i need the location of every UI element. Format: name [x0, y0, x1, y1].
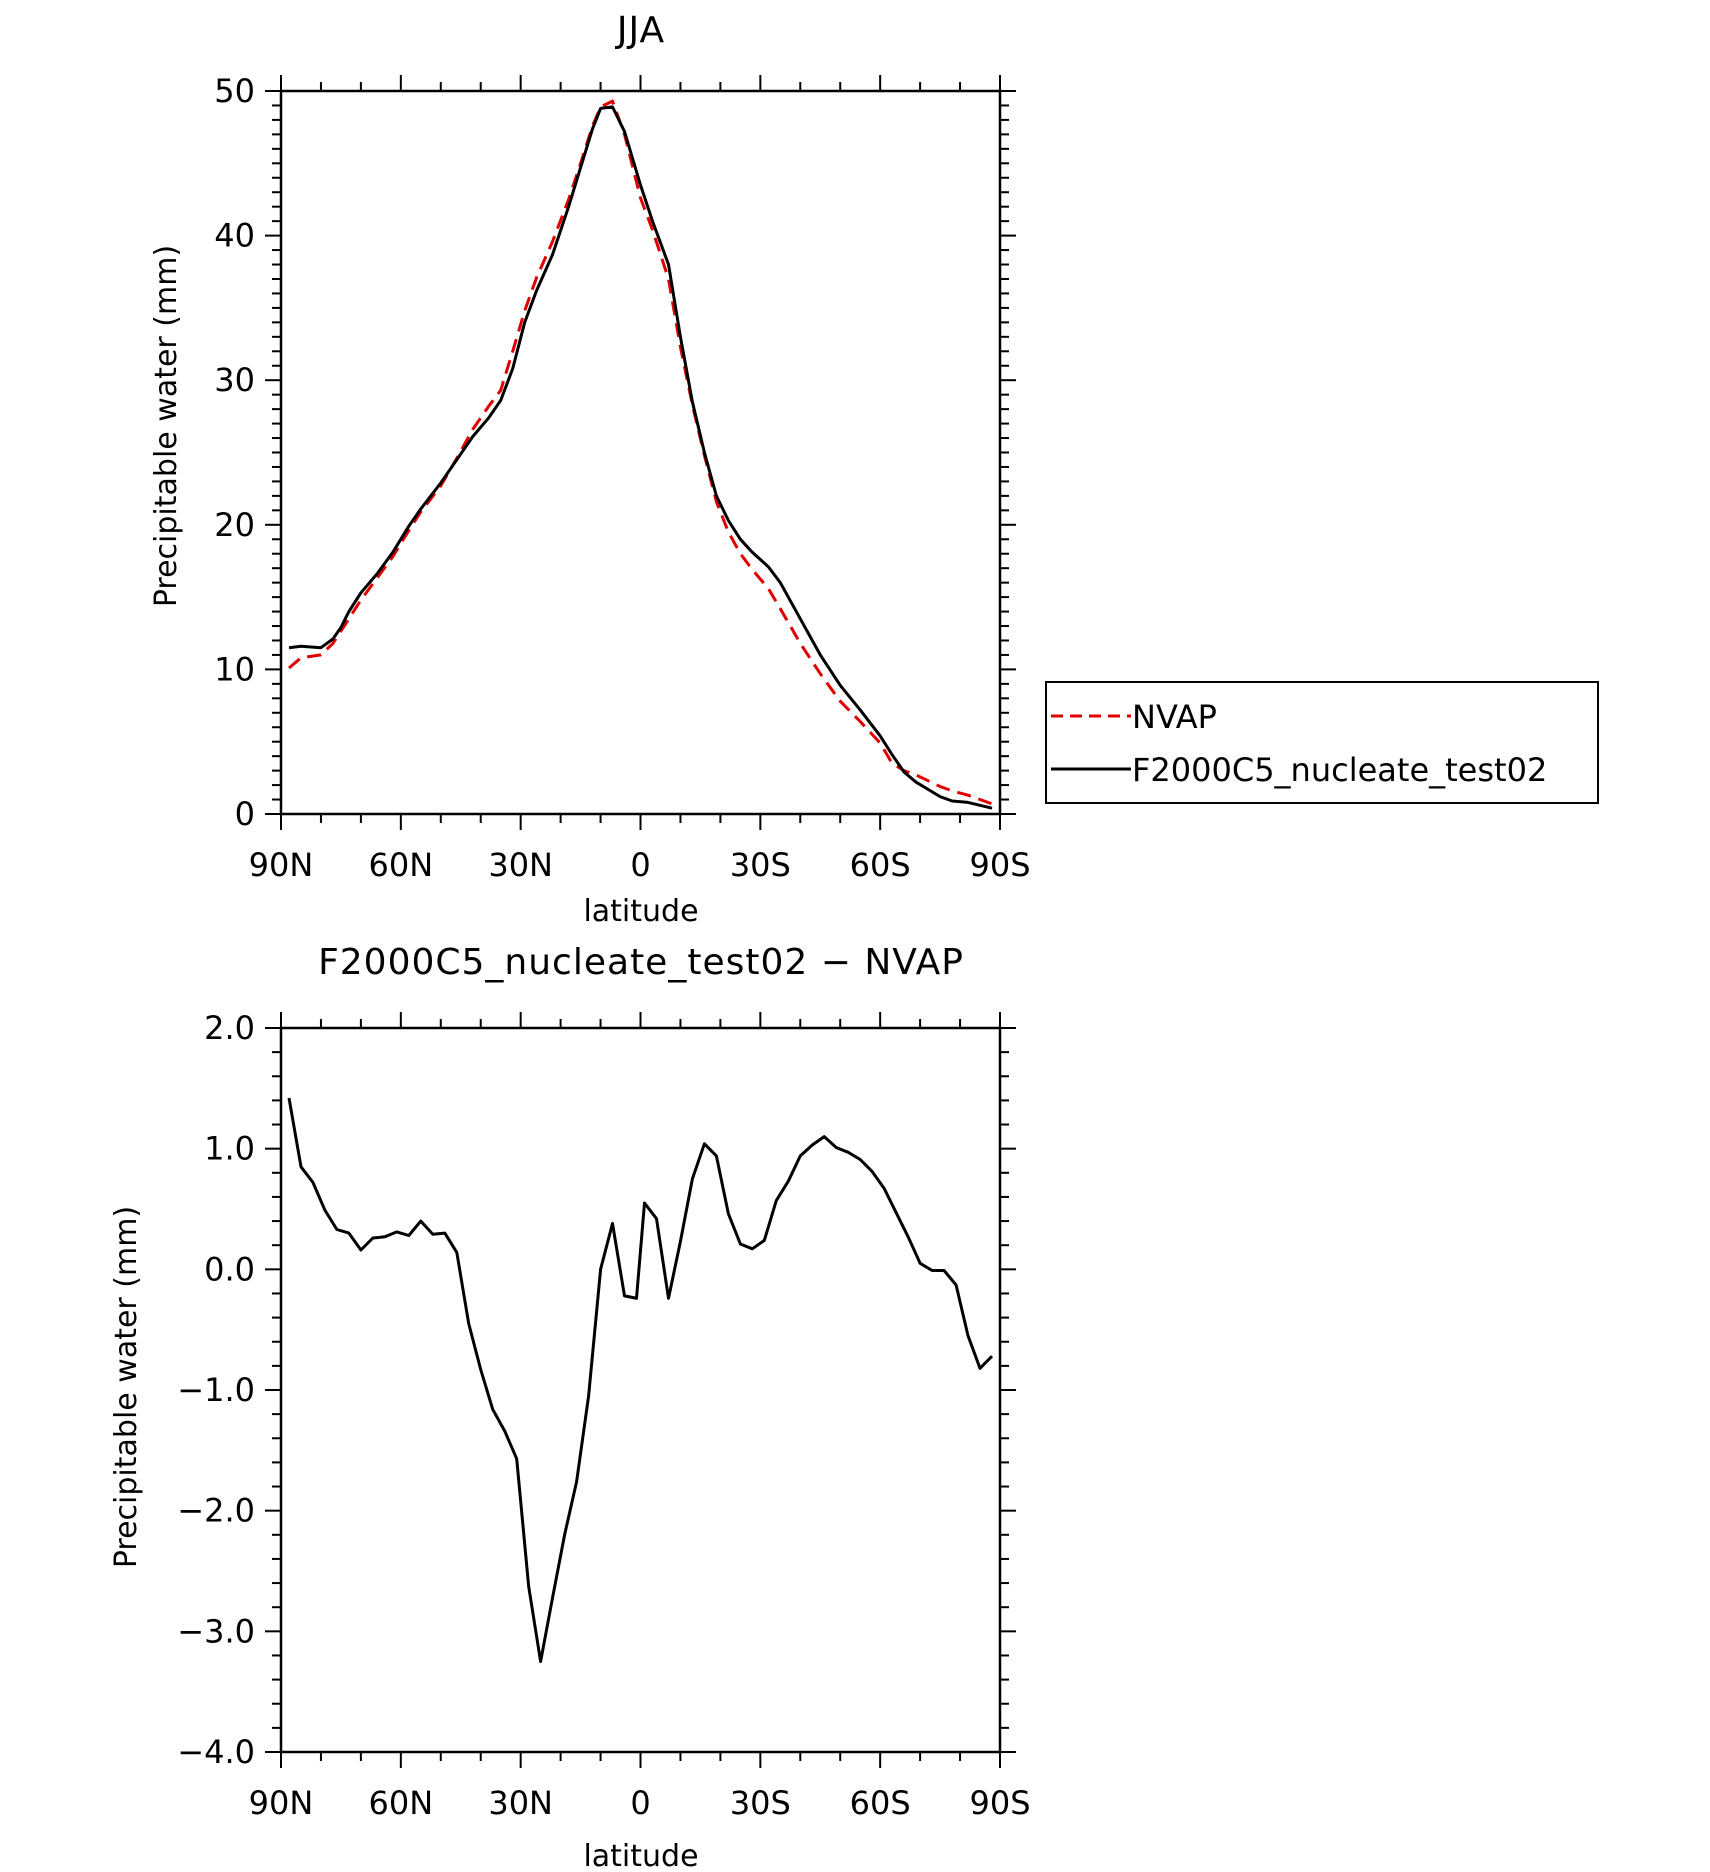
x-tick-label: 30S	[730, 846, 791, 884]
series-line-f2000c5-nucleate-test02	[288, 105, 993, 810]
x-tick-label: 90N	[249, 1784, 314, 1822]
x-tick-label: 60S	[850, 846, 911, 884]
y-tick-label: 30	[214, 361, 255, 399]
series-line-nvap	[288, 99, 993, 806]
x-tick-label: 90S	[969, 1784, 1030, 1822]
x-tick-label: 30N	[488, 846, 553, 884]
x-tick-label: 90S	[969, 846, 1030, 884]
bottom-panel: F2000C5_nucleate_test02 − NVAP latitude …	[109, 942, 1031, 1872]
bottom-plot-area: 90N 60N 30N 0 30S 60S 90S 2.0 1.0 0.0 −1.0 −2.0 −3.0…	[177, 1009, 1030, 1822]
x-tick-label: 30S	[730, 1784, 791, 1822]
x-tick-label: 60S	[850, 1784, 911, 1822]
y-tick-label: −2.0	[177, 1492, 255, 1530]
top-y-axis-label: Precipitable water (mm)	[149, 245, 184, 607]
x-tick-label: 0	[630, 846, 650, 884]
legend-label-nvap: NVAP	[1132, 698, 1217, 736]
x-tick-label: 30N	[488, 1784, 553, 1822]
top-x-axis-label: latitude	[583, 894, 698, 929]
y-tick-label: 50	[214, 72, 255, 110]
y-tick-label: 0.0	[204, 1250, 255, 1288]
y-tick-label: −3.0	[177, 1612, 255, 1650]
x-tick-label: 60N	[369, 846, 434, 884]
series-line-difference	[287, 1097, 994, 1663]
y-tick-label: −4.0	[177, 1733, 255, 1771]
plot-frame	[279, 1026, 1002, 1754]
x-tick-label: 60N	[369, 1784, 434, 1822]
bottom-x-axis-label: latitude	[583, 1839, 698, 1872]
y-tick-label: 20	[214, 506, 255, 544]
top-plot-area: 90N 60N 30N 0 30S 60S 90S 0 10 20 30 40 50	[214, 72, 1030, 884]
y-tick-label: 2.0	[204, 1009, 255, 1047]
bottom-chart-title: F2000C5_nucleate_test02 − NVAP	[318, 942, 964, 983]
top-legend: NVAP F2000C5_nucleate_test02	[1045, 681, 1599, 804]
y-tick-label: −1.0	[177, 1371, 255, 1409]
y-tick-label: 10	[214, 650, 255, 688]
y-tick-label: 0	[235, 795, 255, 833]
top-chart-title: JJA	[615, 10, 665, 51]
top-panel: JJA latitude Precipitable water (mm) 90N…	[149, 10, 1599, 929]
x-tick-label: 0	[630, 1784, 650, 1822]
y-tick-label: 1.0	[204, 1130, 255, 1168]
bottom-y-axis-label: Precipitable water (mm)	[109, 1206, 144, 1568]
x-tick-label: 90N	[249, 846, 314, 884]
legend-box	[1045, 681, 1599, 804]
y-tick-label: 40	[214, 217, 255, 255]
legend-label-model: F2000C5_nucleate_test02	[1132, 751, 1547, 789]
